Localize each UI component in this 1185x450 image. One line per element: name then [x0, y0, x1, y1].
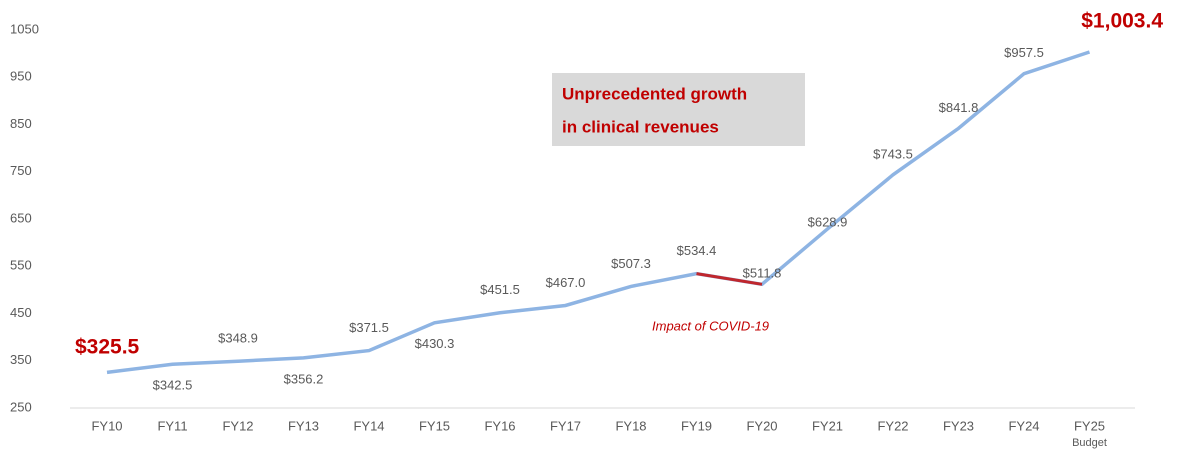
- x-tick-label: FY12: [222, 418, 253, 433]
- annotation: in clinical revenues: [562, 117, 719, 136]
- value-label: $841.8: [939, 100, 979, 115]
- x-tick-label: FY10: [91, 418, 122, 433]
- y-tick-label: 1050: [10, 21, 39, 36]
- value-label: $511.8: [743, 266, 782, 281]
- value-label: $628.9: [808, 214, 848, 229]
- value-label: $957.5: [1004, 45, 1044, 60]
- x-tick-label: FY24: [1008, 418, 1039, 433]
- value-label: $430.3: [415, 336, 455, 351]
- y-tick-label: 850: [10, 116, 32, 131]
- y-tick-label: 350: [10, 352, 32, 367]
- y-tick-label: 750: [10, 163, 32, 178]
- y-tick-label: 450: [10, 305, 32, 320]
- value-label: $743.5: [873, 146, 913, 161]
- y-tick-label: 250: [10, 399, 32, 414]
- line: [106, 50, 1091, 375]
- annotation: Unprecedented growth: [562, 84, 747, 103]
- value-label: $356.2: [284, 371, 324, 386]
- annotation-box: [552, 73, 805, 146]
- x-tick-label: FY15: [419, 418, 450, 433]
- annotation: Impact of COVID-19: [652, 318, 769, 333]
- x-tick-label: FY19: [681, 418, 712, 433]
- highlight-segment: [696, 272, 763, 286]
- y-tick-label: 550: [10, 258, 32, 273]
- y-tick-label: 650: [10, 210, 32, 225]
- value-label: $467.0: [546, 275, 586, 290]
- value-label: $451.5: [480, 282, 520, 297]
- x-tick-label: FY20: [746, 418, 777, 433]
- x-tick-label: FY22: [877, 418, 908, 433]
- value-label: $1,003.4: [1081, 10, 1163, 33]
- x-tick-label: FY21: [812, 418, 843, 433]
- x-tick-label: FY17: [550, 418, 581, 433]
- x-tick-label: FY18: [615, 418, 646, 433]
- x-tick-label: FY16: [484, 418, 515, 433]
- value-label: $342.5: [153, 378, 193, 393]
- value-label: $507.3: [611, 256, 651, 271]
- value-label: $371.5: [349, 320, 389, 335]
- y-tick-label: 950: [10, 69, 32, 84]
- x-tick-label: FY25: [1074, 418, 1105, 433]
- x-tick-label: FY13: [288, 418, 319, 433]
- x-tick-label: FY11: [157, 418, 187, 433]
- value-label: $325.5: [75, 336, 140, 359]
- x-tick-label: FY23: [943, 418, 974, 433]
- x-tick-sublabel: Budget: [1072, 437, 1107, 449]
- value-label: $534.4: [677, 243, 717, 258]
- x-tick-label: FY14: [353, 418, 384, 433]
- value-label: $348.9: [218, 331, 258, 346]
